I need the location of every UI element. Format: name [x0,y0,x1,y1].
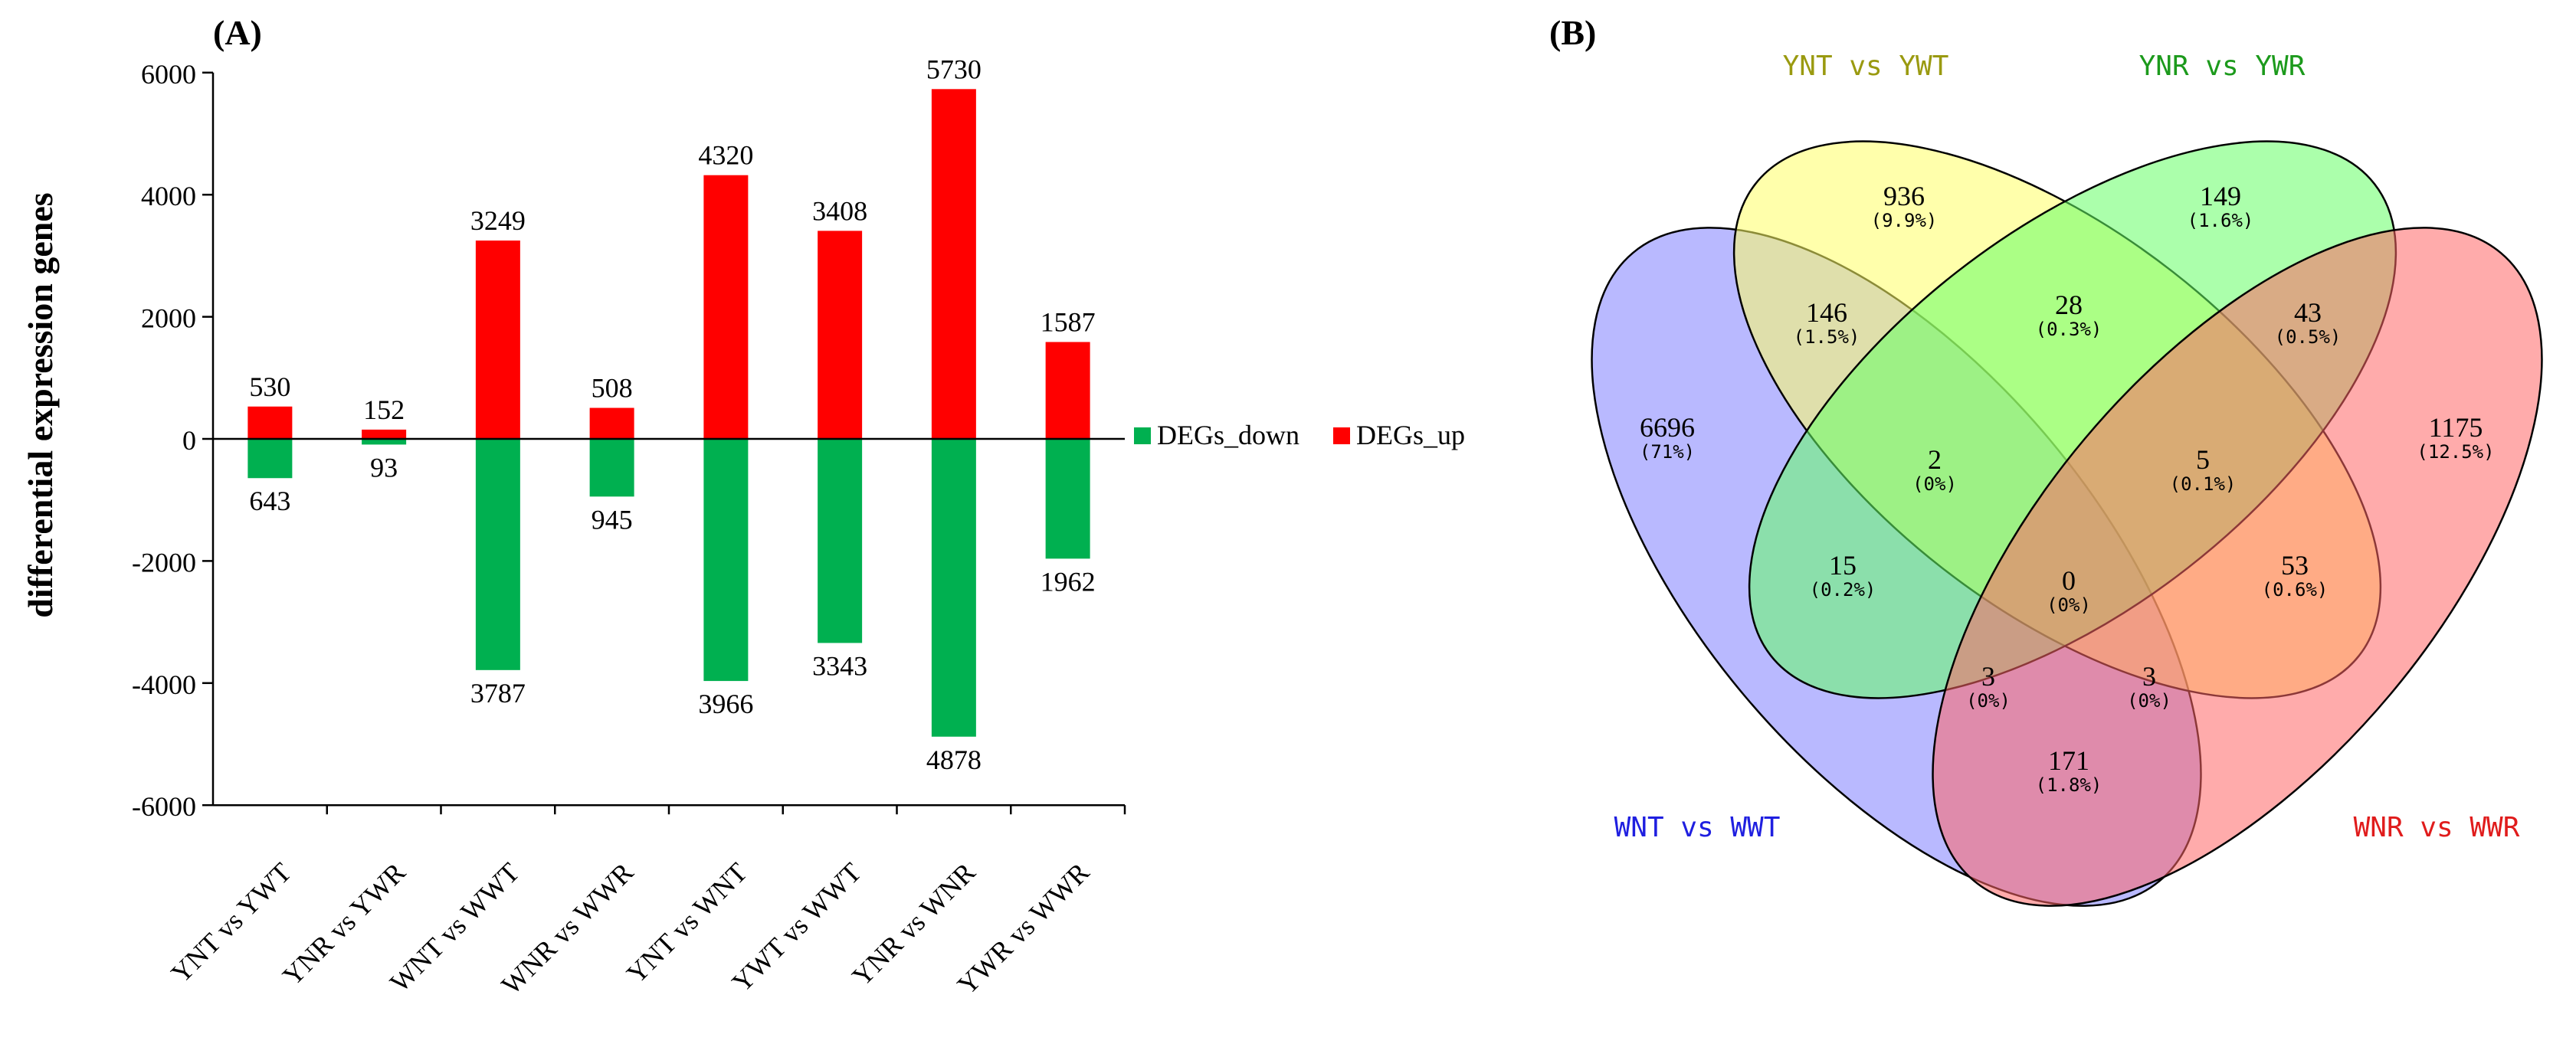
venn-region-count: 28 [2055,290,2083,320]
panel-b-label: (B) [1549,13,1596,52]
bar-degs-down [247,439,293,479]
bar-degs-up [703,175,749,440]
legend-label: DEGs_up [1356,420,1465,450]
legend-swatch-degs-down [1134,427,1151,444]
venn-region-percent: (0.1%) [2170,473,2237,495]
bar-data-label: 643 [249,486,290,516]
y-tick-label: -4000 [132,669,196,700]
y-tick-label: 0 [182,425,196,456]
bar-degs-up [818,231,863,439]
legend-swatch-degs-up [1333,427,1350,444]
bar-chart-panel: (A) differential expression genes 6000 40… [21,13,1465,1000]
venn-set-label: WNT vs WWT [1614,812,1781,843]
y-tick-label: 6000 [141,59,196,90]
bar-data-label: 508 [592,373,633,404]
y-tick-label: -2000 [132,547,196,578]
bar-degs-up [589,407,634,439]
bar-data-label: 5730 [926,54,982,84]
legend: DEGs_down DEGs_up [1134,420,1465,450]
venn-region-count: 1175 [2429,412,2483,443]
venn-region-percent: (0%) [1912,473,1957,495]
bar-degs-up [475,241,520,439]
venn-region-percent: (0.3%) [2036,319,2102,340]
y-tick-label: -6000 [132,791,196,822]
venn-region-percent: (71%) [1640,441,1695,463]
bar-data-label: 3249 [470,205,526,236]
venn-region-percent: (0%) [2047,594,2091,616]
bar-data-label: 152 [363,394,405,425]
venn-region-count: 53 [2281,550,2309,581]
bar-data-label: 3966 [698,689,753,719]
bar-data-label: 4320 [698,140,753,171]
bar-data-label: 1587 [1041,307,1096,338]
bar-data-label: 1962 [1041,566,1096,597]
venn-region-count: 5 [2196,444,2210,475]
bar-data-label: 945 [592,504,633,535]
bar-data-label: 530 [249,371,290,402]
venn-set-label: WNR vs WWR [2354,812,2520,843]
venn-region-percent: (0.5%) [2275,326,2342,348]
bar-degs-down [818,439,863,643]
bar-data-label: 3343 [812,650,867,681]
bar-degs-down [931,439,976,737]
bar-degs-down [703,439,749,682]
venn-region-percent: (1.5%) [1794,326,1860,348]
legend-label: DEGs_down [1157,420,1299,450]
venn-region-percent: (9.9%) [1871,210,1938,231]
bar-data-label: 3787 [470,678,526,708]
venn-region-count: 3 [1981,661,1995,692]
bar-degs-up [362,429,407,439]
bar-degs-up [1045,342,1090,439]
bar-degs-up [247,406,293,439]
bar-degs-down [589,439,634,497]
y-axis-label: differential expression genes [21,192,60,617]
venn-region-count: 171 [2048,745,2089,776]
bar-degs-down [362,439,407,445]
bar-data-label: 3408 [812,195,867,226]
venn-region-count: 936 [1883,181,1925,211]
venn-region-percent: (0%) [2127,690,2171,712]
venn-panel: (B) WNT vs WWT YNT vs YWT YNR vs YWR WNR vs… [1549,13,2543,907]
venn-set-wnr-vs-wwr [1932,227,2543,907]
venn-region-count: 149 [2200,181,2241,211]
venn-set-label: YNT vs YWT [1783,51,1949,82]
venn-region-count: 2 [1928,444,1942,475]
bar-degs-up [931,89,976,439]
venn-set-label: YNR vs YWR [2139,51,2306,82]
venn-region-percent: (12.5%) [2417,441,2494,463]
venn-region-percent: (0.6%) [2262,579,2329,600]
bar-degs-down [1045,439,1090,559]
venn-region-percent: (0%) [1966,690,2011,712]
y-tick-label: 4000 [141,181,196,211]
y-tick-label: 2000 [141,303,196,334]
venn-region-count: 3 [2142,661,2156,692]
venn-region-count: 146 [1806,297,1847,328]
bar-data-label: 93 [370,452,398,483]
bar-degs-down [475,439,520,670]
venn-region-count: 15 [1829,550,1857,581]
venn-region-percent: (1.8%) [2036,774,2102,796]
venn-region-count: 0 [2062,565,2076,596]
y-axis: 6000 4000 2000 0 -2000 -4000 -6000 [132,59,215,822]
panel-a-label: (A) [213,13,262,52]
venn-region-count: 6696 [1640,412,1695,443]
venn-region-count: 43 [2294,297,2322,328]
bar-data-label: 4878 [926,744,982,775]
venn-diagram: WNT vs WWT YNT vs YWT YNR vs YWR WNR vs WWR… [1591,51,2543,907]
bar-series: 643 530 93 152 3787 3249 945 508 3966 4320 3343 340… [247,54,1096,775]
venn-region-percent: (0.2%) [1810,579,1876,600]
venn-region-percent: (1.6%) [2188,210,2254,231]
